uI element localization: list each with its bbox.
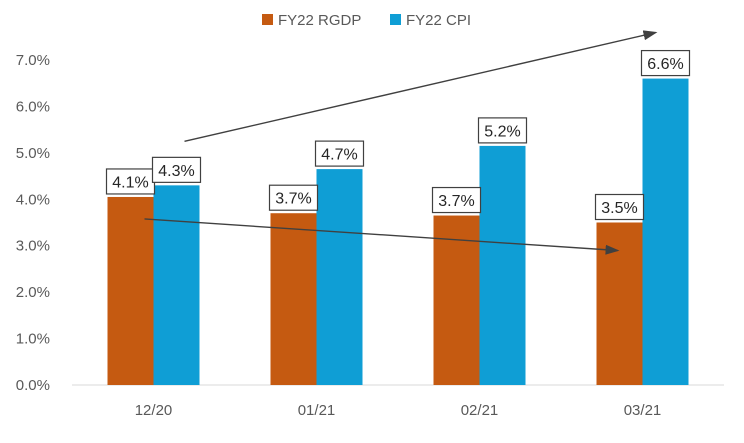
data-label-box — [314, 140, 365, 167]
data-labels: 4.1% 4.3% 3.7% 4.7% 3.7% 5.2% 3.5% 6.6% — [105, 49, 691, 221]
data-label-box — [268, 184, 319, 211]
y-tick-label: 4.0% — [16, 191, 50, 208]
data-label-box — [594, 193, 645, 221]
trend-arrow-up — [184, 30, 658, 143]
trend-arrow-down — [144, 218, 620, 255]
x-tick-label: 03/21 — [624, 402, 662, 419]
legend-swatch-0 — [262, 14, 273, 25]
data-label: 4.1% — [112, 174, 148, 191]
data-label: 3.7% — [275, 191, 311, 208]
bar-fy22-cpi — [316, 169, 363, 385]
x-tick-label: 12/20 — [135, 402, 173, 419]
bar-fy22-rgdp — [596, 222, 643, 385]
bar-fy22-cpi — [153, 185, 200, 385]
y-tick-label: 0.0% — [16, 377, 50, 394]
y-tick-label: 7.0% — [16, 52, 50, 69]
bar-fy22-rgdp — [270, 213, 317, 385]
bar-fy22-cpi — [642, 78, 689, 386]
legend-swatch-1 — [390, 14, 401, 25]
data-label: 4.7% — [321, 147, 357, 164]
data-label-box — [640, 49, 691, 77]
legend-label-1: FY22 CPI — [406, 12, 471, 29]
data-label: 3.7% — [438, 193, 474, 210]
data-label-box — [477, 117, 528, 144]
x-axis: 12/20 01/21 02/21 03/21 — [72, 384, 724, 419]
y-tick-label: 5.0% — [16, 145, 50, 162]
x-tick-label: 01/21 — [298, 402, 336, 419]
bar-fy22-rgdp — [107, 196, 154, 385]
y-tick-label: 6.0% — [16, 98, 50, 115]
y-tick-label: 3.0% — [16, 238, 50, 255]
data-label-box — [151, 156, 202, 183]
legend: FY22 RGDP FY22 CPI — [262, 12, 471, 29]
data-label: 3.5% — [601, 200, 637, 217]
data-label: 6.6% — [647, 56, 683, 73]
y-tick-label: 1.0% — [16, 331, 50, 348]
bars — [107, 78, 689, 386]
y-axis: 0.0% 1.0% 2.0% 3.0% 4.0% 5.0% 6.0% 7.0% — [16, 52, 50, 394]
bar-fy22-rgdp — [433, 215, 480, 385]
data-label: 4.3% — [158, 163, 194, 180]
y-tick-label: 2.0% — [16, 284, 50, 301]
legend-label-0: FY22 RGDP — [278, 12, 361, 29]
trend-arrows — [144, 30, 658, 255]
data-label: 5.2% — [484, 123, 520, 140]
data-label-box — [105, 168, 156, 195]
bar-fy22-cpi — [479, 145, 526, 385]
x-tick-label: 02/21 — [461, 402, 499, 419]
data-label-box — [431, 186, 482, 214]
